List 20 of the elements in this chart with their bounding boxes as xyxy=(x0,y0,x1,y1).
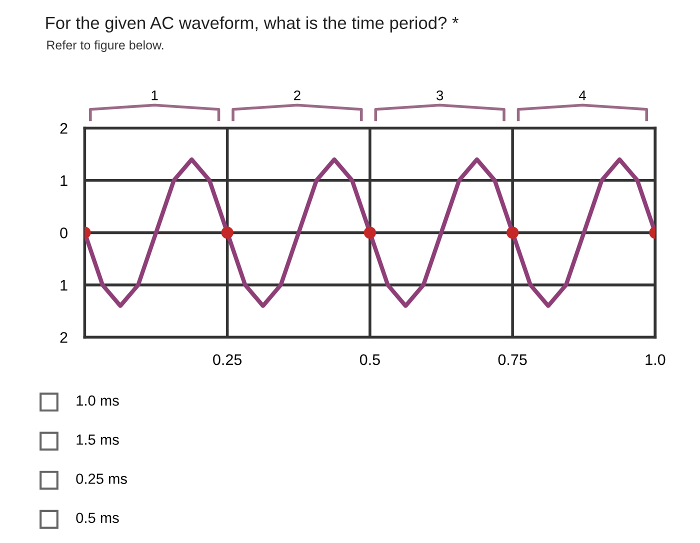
text: 1 xyxy=(152,90,158,100)
y-tick-label: 2 xyxy=(60,123,68,134)
text: 0.5 ms xyxy=(76,512,119,524)
y-tick-label: 1 xyxy=(60,175,68,186)
text: 3 xyxy=(436,90,444,100)
x-tick-label: 0.5 xyxy=(360,354,380,366)
x-tick-label: 1.0 xyxy=(646,354,666,366)
y-tick-label: 0 xyxy=(60,228,68,238)
text: 2 xyxy=(294,90,300,100)
text: 0.25 ms xyxy=(76,474,127,484)
text: 4 xyxy=(578,90,586,100)
chart-title: For the given AC waveform, what is the time period? * xyxy=(46,16,458,33)
text: 1.5 ms xyxy=(76,434,119,445)
x-tick-label: 0.25 xyxy=(213,354,242,366)
y-tick-label: 2 xyxy=(60,332,68,343)
line-series xyxy=(84,157,656,308)
text: 1.0 ms xyxy=(76,395,119,406)
y-tick-label: 1 xyxy=(60,280,68,290)
chart-subtitle: Refer to figure below. xyxy=(47,40,164,52)
x-tick-label: 0.75 xyxy=(498,354,527,366)
